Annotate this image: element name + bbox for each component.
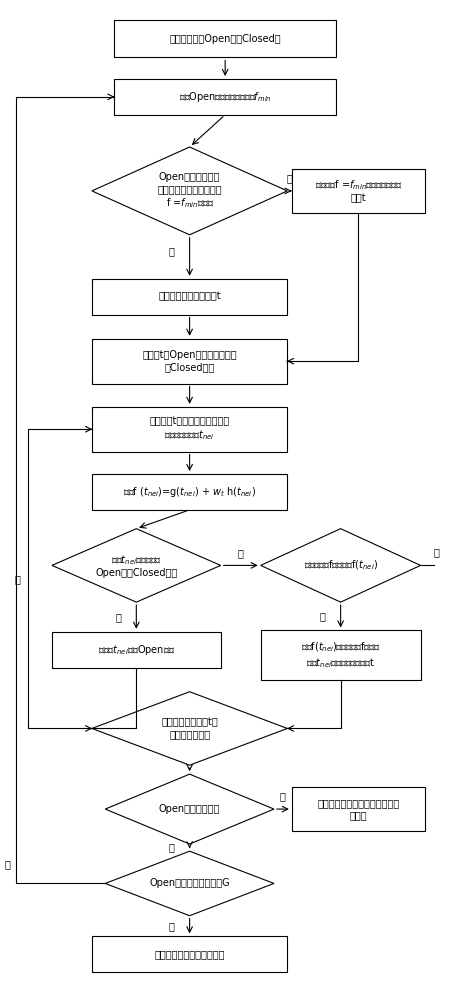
Text: 是: 是 — [320, 611, 326, 621]
Text: 利用f($t_{nei}$)更新表中的f值并将
节点$t_{nei}$的父节点改为节点t: 利用f($t_{nei}$)更新表中的f值并将 节点$t_{nei}$的父节点改… — [301, 640, 380, 670]
Polygon shape — [52, 529, 220, 602]
FancyBboxPatch shape — [92, 936, 288, 972]
FancyBboxPatch shape — [261, 630, 421, 680]
Text: 否: 否 — [15, 574, 21, 584]
Polygon shape — [105, 774, 274, 844]
Polygon shape — [261, 529, 421, 602]
Text: 否: 否 — [287, 173, 292, 183]
Text: 是: 是 — [169, 246, 175, 256]
Text: Open表中是否为空: Open表中是否为空 — [159, 804, 220, 814]
Text: 将节点t从Open表中删除并添加
到Closed表中: 将节点t从Open表中删除并添加 到Closed表中 — [142, 350, 237, 372]
FancyBboxPatch shape — [92, 407, 288, 452]
Text: 表中存储的f是否大于f($t_{nei}$): 表中存储的f是否大于f($t_{nei}$) — [304, 559, 378, 572]
FancyBboxPatch shape — [114, 20, 336, 57]
Text: 否: 否 — [433, 547, 439, 557]
FancyBboxPatch shape — [52, 632, 220, 668]
Text: 将节点$t_{nei}$加入Open表中: 将节点$t_{nei}$加入Open表中 — [98, 643, 175, 657]
Text: 选取节点t的相邻节点中未被设
置为障碍的节点$t_{nei}$: 选取节点t的相邻节点中未被设 置为障碍的节点$t_{nei}$ — [149, 416, 230, 442]
Text: 否: 否 — [4, 859, 10, 869]
Polygon shape — [92, 692, 288, 765]
Text: 随机选取f =$f_{min}$的节点作为当前
节点t: 随机选取f =$f_{min}$的节点作为当前 节点t — [315, 178, 402, 204]
Text: 进行路径回溯获取规划路径: 进行路径回溯获取规划路径 — [154, 949, 225, 959]
FancyBboxPatch shape — [114, 79, 336, 115]
Text: 计算f ($t_{nei}$)=g($t_{nei}$) + $w_t$ h($t_{nei}$): 计算f ($t_{nei}$)=g($t_{nei}$) + $w_t$ h($… — [123, 485, 256, 499]
Text: Open表中是否存在
保持路径搜索方向不变且
f =$f_{min}$的节点: Open表中是否存在 保持路径搜索方向不变且 f =$f_{min}$的节点 — [158, 172, 222, 210]
Polygon shape — [105, 851, 274, 916]
Polygon shape — [92, 147, 288, 235]
Text: 创建并初始化Open表和Closed表: 创建并初始化Open表和Closed表 — [169, 34, 281, 44]
Text: 是: 是 — [238, 548, 243, 558]
Text: 是: 是 — [169, 921, 175, 931]
FancyBboxPatch shape — [92, 339, 288, 384]
FancyBboxPatch shape — [92, 474, 288, 510]
Text: 节点$t_{nei}$是否存在于
Open表和Closed表中: 节点$t_{nei}$是否存在于 Open表和Closed表中 — [95, 553, 177, 578]
Text: 否: 否 — [169, 843, 175, 853]
FancyBboxPatch shape — [92, 279, 288, 315]
FancyBboxPatch shape — [292, 169, 425, 213]
Text: 求出Open表中总代价最小值$f_{min}$: 求出Open表中总代价最小值$f_{min}$ — [179, 90, 271, 104]
Text: 是否遍历完前节点t的
所有可达邻节点: 是否遍历完前节点t的 所有可达邻节点 — [161, 718, 218, 739]
Text: 否: 否 — [116, 612, 122, 622]
Text: Open表中是否存在终点G: Open表中是否存在终点G — [149, 878, 230, 888]
Text: 选取该节点为当前节点t: 选取该节点为当前节点t — [158, 292, 221, 302]
FancyBboxPatch shape — [292, 787, 425, 831]
Text: 路径规划失败，重新调整液压元
件布局: 路径规划失败，重新调整液压元 件布局 — [317, 798, 400, 820]
Text: 是: 是 — [280, 792, 286, 802]
